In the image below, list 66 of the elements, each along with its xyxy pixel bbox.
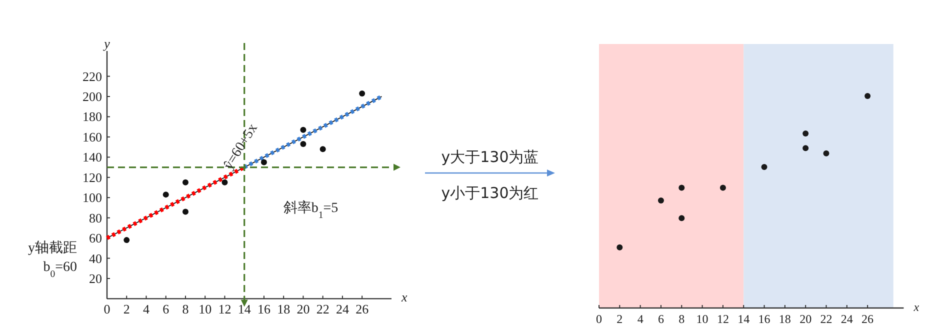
x-tick-label: 24 <box>336 302 350 317</box>
y-tick-label: 120 <box>82 170 102 185</box>
y-tick-label: 200 <box>82 88 102 104</box>
point <box>162 192 169 198</box>
annotation: y轴截距 b$_{0}$=60 <box>28 240 77 280</box>
y-axis-title: y <box>102 36 110 51</box>
x-tick-label: 18 <box>778 312 791 326</box>
point <box>616 244 623 250</box>
point <box>300 126 306 133</box>
x-tick-label: 16 <box>257 302 271 317</box>
point <box>802 130 809 136</box>
text: y大于130为蓝 <box>441 148 539 166</box>
text: y小于130为红 <box>441 184 539 202</box>
x-tick-label: 8 <box>678 312 685 326</box>
point <box>720 184 726 191</box>
point <box>678 215 685 222</box>
x-tick-label: 2 <box>123 302 130 317</box>
x-tick-label: 18 <box>277 302 290 317</box>
point <box>359 90 366 96</box>
x-tick-label: 14 <box>738 312 750 326</box>
y-tick-label: 20 <box>89 270 102 286</box>
x-tick-label: 0 <box>104 302 110 317</box>
x-tick-label: 22 <box>316 302 330 317</box>
annotation: 斜率b$_{1}$=5 <box>283 200 338 221</box>
x-tick-label: 26 <box>862 312 874 326</box>
x-tick-label: 14 <box>238 302 252 317</box>
x-tick-label: 12 <box>218 302 232 317</box>
point <box>823 150 830 156</box>
y-tick-label: 220 <box>82 68 102 84</box>
x-tick-label: 6 <box>658 312 664 326</box>
x-tick-label: 0 <box>596 312 602 326</box>
point <box>222 179 228 186</box>
x-tick-label: 10 <box>198 302 212 317</box>
x-tick-label: 10 <box>696 312 708 326</box>
x-axis-title: x <box>400 290 408 305</box>
x-tick-label: 24 <box>840 312 853 326</box>
x-tick-label: 20 <box>296 302 310 317</box>
x-tick-label: 12 <box>716 312 729 326</box>
x-tick-label: 6 <box>162 302 170 317</box>
point <box>300 141 306 148</box>
point <box>124 237 130 244</box>
point <box>320 146 326 152</box>
point <box>260 159 267 166</box>
y-tick-label: 160 <box>82 129 102 144</box>
x-tick-label: 4 <box>637 312 644 326</box>
y-tick-label: 140 <box>82 150 102 165</box>
y-tick-label: 100 <box>82 190 102 206</box>
x-tick-label: 2 <box>616 312 623 326</box>
x-tick-label: 20 <box>800 312 812 326</box>
point <box>864 92 871 99</box>
point <box>658 197 664 204</box>
x-tick-label: 16 <box>758 312 770 326</box>
x-tick-label: 4 <box>142 302 150 317</box>
point <box>802 145 809 152</box>
x-tick-label: 22 <box>820 312 832 326</box>
x-axis-title: x <box>912 300 920 314</box>
point <box>761 164 768 170</box>
point <box>182 208 188 215</box>
y-tick-label: 180 <box>82 109 102 124</box>
y-tick-label: 60 <box>89 230 102 246</box>
y-tick-label: 40 <box>89 250 102 266</box>
x-tick-label: 26 <box>356 302 370 317</box>
point <box>182 179 188 186</box>
y-tick-label: 80 <box>89 210 102 226</box>
x-tick-label: 8 <box>182 302 189 317</box>
point <box>678 184 685 191</box>
